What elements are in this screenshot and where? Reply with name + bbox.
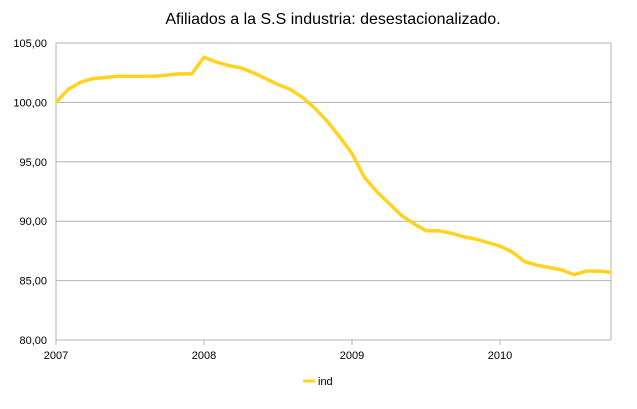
x-tick-label: 2009 [340, 350, 364, 362]
legend: ind [303, 376, 333, 388]
series-line-ind [54, 55, 612, 277]
y-tick-label: 90,00 [19, 216, 47, 228]
x-tick-label: 2007 [44, 350, 68, 362]
y-tick-label: 105,00 [13, 38, 47, 50]
y-tick-label: 80,00 [19, 335, 47, 347]
y-tick-label: 85,00 [19, 276, 47, 288]
legend-label-ind: ind [318, 376, 333, 388]
y-tick-label: 95,00 [19, 157, 47, 169]
y-tick-label: 100,00 [13, 97, 47, 109]
chart-title: Afiliados a la S.S industria: desestacio… [165, 11, 500, 28]
x-tick-label: 2008 [192, 350, 216, 362]
x-tick-label: 2010 [488, 350, 512, 362]
